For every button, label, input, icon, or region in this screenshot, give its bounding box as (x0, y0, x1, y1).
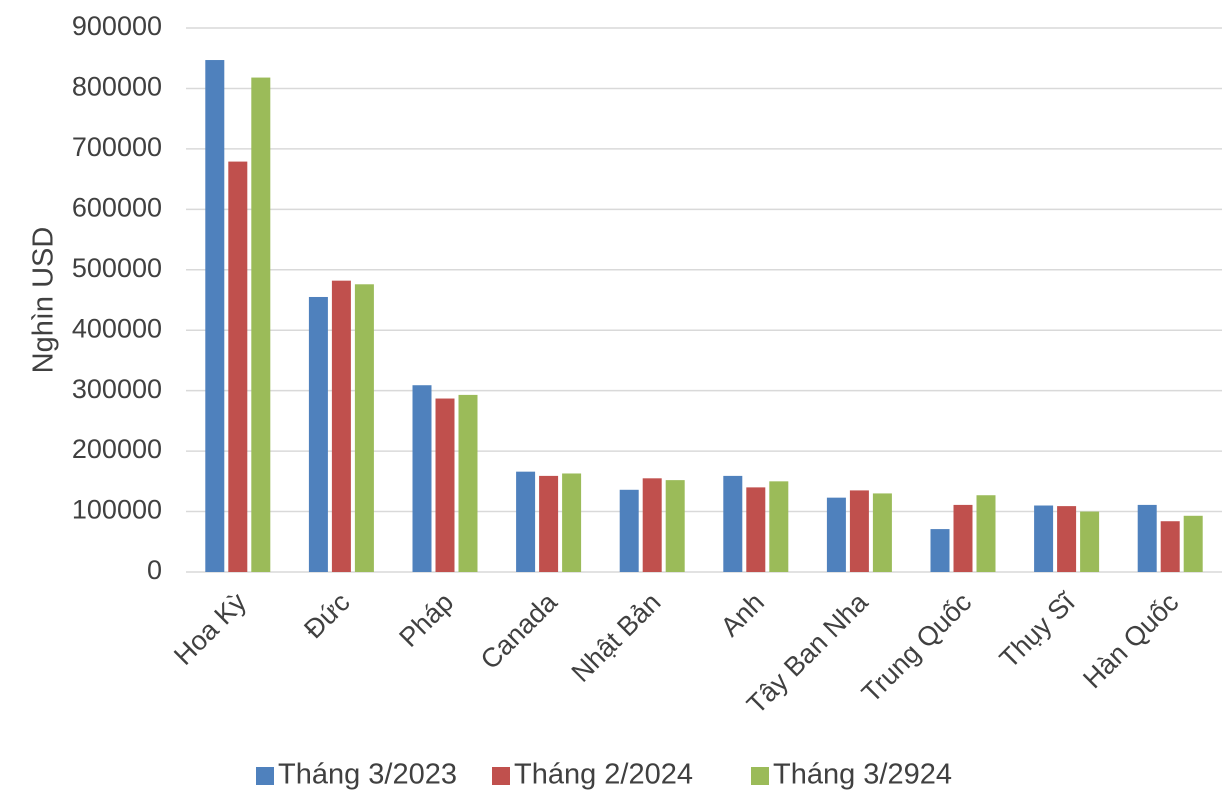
y-tick-label: 800000 (72, 72, 162, 102)
bar (872, 493, 892, 572)
bar (308, 296, 328, 572)
bar (826, 497, 846, 572)
bar (435, 398, 455, 572)
bar (1034, 505, 1054, 572)
bar (331, 280, 351, 572)
bar (619, 489, 639, 572)
x-category-label: Thụy Sĩ (994, 586, 1082, 674)
bar (1183, 515, 1203, 572)
legend-swatch (256, 767, 274, 785)
bar (976, 495, 996, 572)
bar (1080, 511, 1100, 572)
legend-label: Tháng 2/2024 (514, 759, 693, 791)
bar (953, 504, 973, 572)
bar (562, 473, 582, 572)
bar (205, 60, 225, 573)
y-tick-label: 900000 (72, 11, 162, 41)
bar (665, 480, 685, 572)
y-axis-title: Nghìn USD (28, 227, 60, 374)
x-category-label: Trung Quốc (856, 587, 977, 708)
legend-label: Tháng 3/2924 (773, 759, 952, 791)
bar (412, 385, 432, 572)
y-tick-label: 0 (147, 555, 162, 585)
bar (516, 471, 536, 572)
bar (1160, 521, 1180, 572)
y-axis-ticks: 0 100000 200000 300000 400000 500000 600000 700… (72, 11, 162, 585)
x-category-label: Canada (475, 586, 564, 675)
bar (746, 487, 766, 572)
bar (769, 481, 789, 572)
y-tick-label: 200000 (72, 434, 162, 464)
bar (642, 478, 662, 572)
bars (205, 60, 1203, 573)
y-tick-label: 100000 (72, 495, 162, 525)
y-tick-label: 300000 (72, 374, 162, 404)
bar (228, 161, 248, 573)
legend: Tháng 3/2023 Tháng 2/2024 Tháng 3/2924 (256, 759, 952, 791)
bar (1137, 504, 1157, 572)
x-category-label: Nhật Bản (566, 587, 667, 688)
x-category-label: Pháp (393, 587, 459, 653)
x-category-label: Hàn Quốc (1077, 587, 1184, 694)
legend-swatch (751, 767, 769, 785)
bar (539, 475, 559, 572)
legend-swatch (492, 767, 510, 785)
bar (930, 529, 950, 572)
x-category-label: Hoa Kỳ (168, 587, 252, 671)
legend-label: Tháng 3/2023 (278, 759, 457, 791)
y-tick-label: 600000 (72, 192, 162, 222)
bar (354, 284, 374, 572)
bar (251, 77, 271, 572)
y-tick-label: 500000 (72, 253, 162, 283)
bar (1057, 506, 1077, 572)
x-category-label: Đức (298, 587, 355, 644)
bar (458, 394, 478, 572)
bar (723, 475, 743, 572)
x-category-label: Anh (715, 587, 770, 642)
y-tick-label: 400000 (72, 313, 162, 343)
bar (849, 490, 869, 572)
y-tick-label: 700000 (72, 132, 162, 162)
